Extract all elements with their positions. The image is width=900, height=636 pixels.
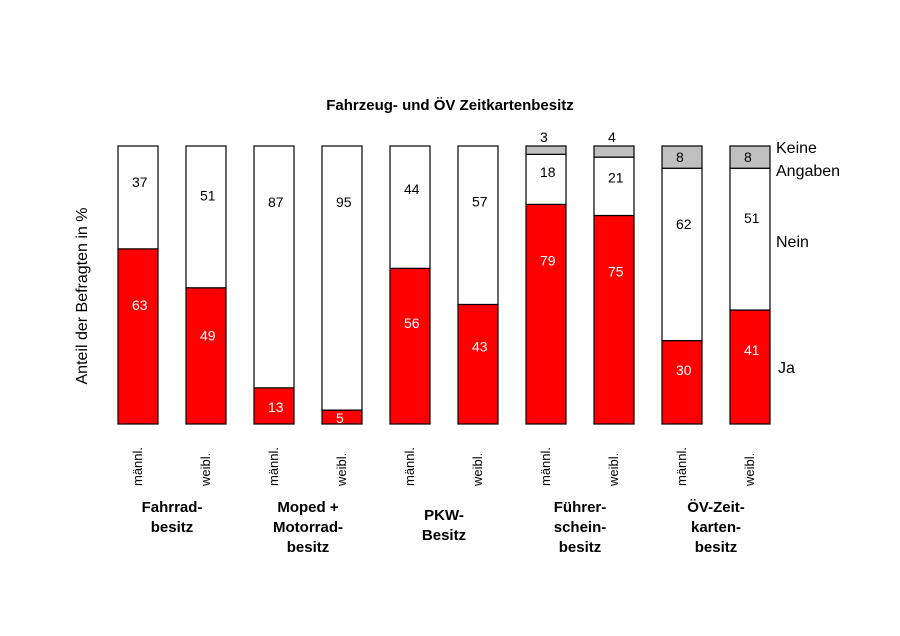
bar-value-label: 62 xyxy=(676,216,692,232)
bar-value-label: 21 xyxy=(608,170,624,186)
group-label-line: besitz xyxy=(559,539,602,556)
bar-value-label: 37 xyxy=(132,174,148,190)
y-axis-label: Anteil der Befragten in % xyxy=(74,208,91,385)
category-label: weibl. xyxy=(742,453,757,487)
legend: Keine Angaben Nein Ja xyxy=(776,140,840,377)
legend-label-ja: Ja xyxy=(778,360,795,377)
bar-value-label: 44 xyxy=(404,181,420,197)
bar-value-label: 8 xyxy=(676,149,684,165)
legend-label-keine-angaben-line2: Angaben xyxy=(776,163,840,180)
bar-segment-ja-2 xyxy=(253,387,295,425)
bar-value-label: 5 xyxy=(336,410,344,426)
bar-segment-nein-2 xyxy=(253,145,295,389)
bar-value-label: 51 xyxy=(744,210,760,226)
bar-segment-ja-7 xyxy=(593,214,635,425)
bar-segment-nein-1 xyxy=(185,145,227,289)
group-label-line: Motorrad- xyxy=(273,519,343,536)
bars-layer: 63 37 49 51 13 87 5 95 56 44 43 57 79 18 3 75 21 4 30 62 8 41… xyxy=(117,129,771,426)
bar-value-label: 13 xyxy=(268,399,284,415)
bar-value-label: 18 xyxy=(540,164,556,180)
bar-segment-keine-angaben-8 xyxy=(661,145,703,169)
category-label: weibl. xyxy=(334,453,349,487)
bar-value-label: 95 xyxy=(336,194,352,210)
bar-value-label: 63 xyxy=(132,297,148,313)
bar-segment-keine-angaben-7 xyxy=(593,145,635,158)
legend-label-keine-angaben-line1: Keine xyxy=(776,140,817,157)
group-label-line: besitz xyxy=(287,539,330,556)
bar-value-label: 56 xyxy=(404,315,420,331)
group-label-line: schein- xyxy=(554,519,607,536)
bar-value-label: 49 xyxy=(200,327,216,343)
bar-segment-keine-angaben-6 xyxy=(525,145,567,155)
bar-segment-ja-9 xyxy=(729,309,771,425)
bar-segment-ja-1 xyxy=(185,287,227,425)
bar-value-label: 87 xyxy=(268,194,284,210)
group-label-line: Moped + xyxy=(277,499,338,516)
bar-segment-ja-0 xyxy=(117,248,159,425)
bar-value-label: 57 xyxy=(472,193,488,209)
group-labels: Fahrrad-besitz Moped + Motorrad-besitz PKW-… xyxy=(142,499,745,556)
bar-value-label: 75 xyxy=(608,264,624,280)
bar-value-label: 4 xyxy=(608,129,616,145)
bar-segment-ja-5 xyxy=(457,303,499,425)
category-labels: männl. weibl. männl. weibl. männl. weibl. männ… xyxy=(130,447,757,487)
bar-value-label: 3 xyxy=(540,129,548,145)
bar-value-label: 41 xyxy=(744,342,760,358)
category-label: männl. xyxy=(674,447,689,486)
bar-value-label: 79 xyxy=(540,252,556,268)
category-label: männl. xyxy=(402,447,417,486)
group-label-line: Führer- xyxy=(554,499,607,516)
bar-value-label: 30 xyxy=(676,362,692,378)
group-label-line: ÖV-Zeit- xyxy=(687,499,745,516)
bar-segment-nein-9 xyxy=(729,167,771,311)
group-label-line: karten- xyxy=(691,519,741,536)
chart-title: Fahrzeug- und ÖV Zeitkartenbesitz xyxy=(326,97,574,114)
bar-segment-nein-3 xyxy=(321,145,363,411)
bar-segment-nein-5 xyxy=(457,145,499,306)
category-label: weibl. xyxy=(198,453,213,487)
group-label-line: besitz xyxy=(695,539,738,556)
category-label: männl. xyxy=(266,447,281,486)
bar-segment-nein-0 xyxy=(117,145,159,250)
bar-segment-nein-8 xyxy=(661,167,703,342)
bar-segment-keine-angaben-9 xyxy=(729,145,771,169)
category-label: weibl. xyxy=(470,453,485,487)
group-label-line: besitz xyxy=(151,519,194,536)
category-label: männl. xyxy=(130,447,145,486)
bar-segment-ja-6 xyxy=(525,203,567,425)
bar-value-label: 8 xyxy=(744,149,752,165)
group-label-line: Fahrrad- xyxy=(142,499,203,516)
bar-segment-nein-7 xyxy=(593,156,635,217)
bar-value-label: 43 xyxy=(472,338,488,354)
category-label: weibl. xyxy=(606,453,621,487)
bar-value-label: 51 xyxy=(200,188,216,204)
bar-segment-ja-4 xyxy=(389,267,431,425)
bar-segment-nein-4 xyxy=(389,145,431,269)
category-label: männl. xyxy=(538,447,553,486)
group-label-line: Besitz xyxy=(422,527,466,544)
legend-label-nein: Nein xyxy=(776,234,809,251)
bar-segment-ja-8 xyxy=(661,340,703,425)
group-label-line: PKW- xyxy=(424,507,464,524)
